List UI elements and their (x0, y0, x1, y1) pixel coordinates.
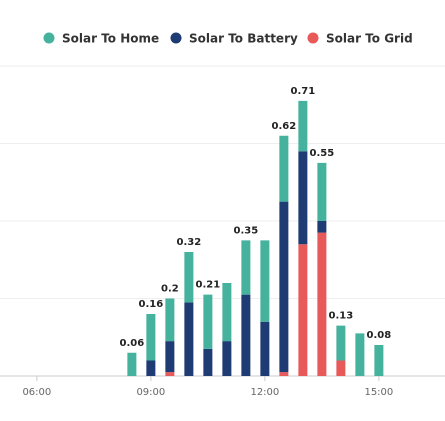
legend-label: Solar To Home (62, 32, 159, 46)
bar-segment (317, 221, 327, 233)
legend-marker (170, 32, 182, 44)
bar-segment (298, 151, 308, 245)
legend-label: Solar To Battery (189, 32, 298, 46)
legend-marker (307, 32, 319, 44)
bar-segment (241, 240, 251, 295)
bar-segment (146, 314, 156, 361)
x-tick-label: 09:00 (136, 387, 165, 398)
bar-segment (165, 372, 175, 376)
bar-segment (298, 100, 308, 152)
total-label: 0.21 (196, 280, 221, 291)
total-label: 0.08 (367, 330, 392, 341)
legend-label: Solar To Grid (326, 32, 413, 46)
total-label: 0.62 (272, 121, 297, 132)
bar-segment (165, 298, 175, 342)
bar-segment (336, 325, 346, 361)
bar-segment (374, 345, 384, 376)
total-label: 0.55 (310, 148, 335, 159)
bar-segment (165, 341, 175, 373)
bar-segment (355, 333, 365, 376)
bar-segment (222, 341, 232, 376)
x-tick-label: 12:00 (250, 387, 279, 398)
bar-segment (298, 244, 308, 376)
x-tick-label: 06:00 (22, 387, 51, 398)
bar-segment (260, 240, 270, 322)
bar-segment (336, 360, 346, 376)
bar-segment (184, 302, 194, 376)
bar-segment (279, 372, 289, 376)
bar-segment (279, 201, 289, 373)
total-label: 0.16 (139, 299, 164, 310)
total-label: 0.13 (329, 311, 354, 322)
bar-segment (222, 283, 232, 342)
bar-segment (184, 252, 194, 303)
bar-segment (317, 232, 327, 376)
total-label: 0.32 (177, 237, 202, 248)
total-label: 0.2 (161, 284, 179, 295)
bar-segment (203, 294, 213, 349)
bar-segment (279, 135, 289, 202)
total-label: 0.71 (291, 86, 316, 97)
total-label: 0.35 (234, 225, 259, 236)
bar-segment (146, 360, 156, 376)
bar-segment (260, 321, 270, 376)
bar-segment (317, 162, 327, 221)
total-label: 0.06 (120, 338, 145, 349)
x-tick-label: 15:00 (364, 387, 393, 398)
bar-segment (203, 348, 213, 376)
bar-segment (127, 352, 137, 376)
legend-marker (43, 32, 55, 44)
bar-segment (241, 294, 251, 376)
